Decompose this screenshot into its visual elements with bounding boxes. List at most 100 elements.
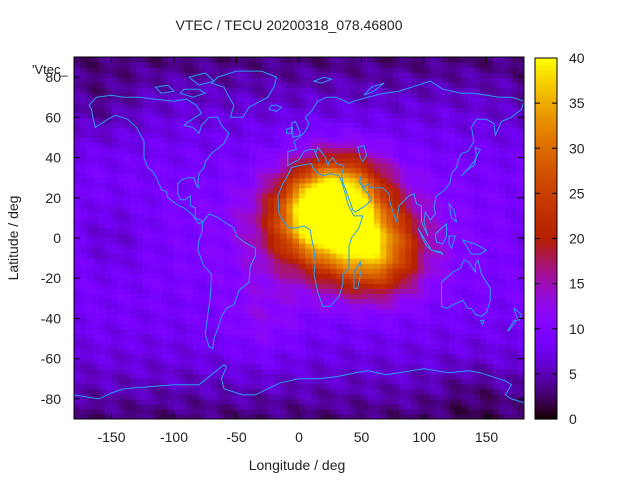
heatmap-cell bbox=[111, 82, 119, 88]
heatmap-cell bbox=[111, 62, 119, 68]
heatmap-cell bbox=[99, 62, 106, 68]
heatmap-cell bbox=[255, 293, 263, 299]
heatmap-cell bbox=[211, 398, 219, 405]
heatmap-cell bbox=[499, 87, 506, 93]
heatmap-cell bbox=[324, 398, 331, 405]
heatmap-cell bbox=[299, 408, 306, 415]
heatmap-cell bbox=[105, 82, 113, 88]
heatmap-cell bbox=[192, 207, 200, 214]
heatmap-cell bbox=[355, 353, 363, 360]
heatmap-cell bbox=[111, 413, 119, 419]
heatmap-cell bbox=[342, 102, 350, 108]
heatmap-cell bbox=[92, 303, 100, 309]
heatmap-cell bbox=[361, 298, 369, 304]
heatmap-cell bbox=[211, 403, 219, 410]
heatmap-cell bbox=[449, 318, 456, 325]
heatmap-cell bbox=[355, 132, 363, 139]
heatmap-cell bbox=[80, 157, 88, 164]
heatmap-cell bbox=[499, 197, 506, 204]
heatmap-cell bbox=[480, 127, 488, 134]
heatmap-cell bbox=[455, 197, 463, 204]
heatmap-cell bbox=[236, 87, 244, 93]
heatmap-cell bbox=[236, 77, 244, 83]
heatmap-cell bbox=[136, 77, 144, 83]
heatmap-cell bbox=[311, 227, 319, 234]
heatmap-cell bbox=[255, 152, 263, 159]
heatmap-cell bbox=[267, 368, 275, 375]
heatmap-cell bbox=[130, 333, 138, 340]
heatmap-cell bbox=[405, 393, 413, 400]
heatmap-cell bbox=[92, 192, 100, 199]
heatmap-cell bbox=[180, 373, 188, 380]
heatmap-cell bbox=[130, 268, 138, 274]
heatmap-cell bbox=[342, 57, 350, 63]
heatmap-cell bbox=[192, 112, 200, 118]
heatmap-cell bbox=[105, 177, 113, 184]
heatmap-cell bbox=[474, 92, 481, 98]
heatmap-cell bbox=[455, 87, 463, 93]
heatmap-cell bbox=[211, 122, 219, 128]
heatmap-cell bbox=[161, 258, 169, 264]
heatmap-cell bbox=[174, 343, 181, 350]
heatmap-cell bbox=[167, 253, 175, 259]
heatmap-cell bbox=[367, 388, 375, 395]
heatmap-cell bbox=[211, 343, 219, 350]
heatmap-cell bbox=[142, 373, 150, 380]
heatmap-cell bbox=[111, 243, 119, 249]
heatmap-cell bbox=[299, 77, 306, 83]
heatmap-cell bbox=[267, 408, 275, 415]
heatmap-cell bbox=[280, 72, 288, 78]
heatmap-cell bbox=[286, 338, 294, 345]
heatmap-cell bbox=[349, 318, 356, 325]
heatmap-cell bbox=[436, 398, 444, 405]
heatmap-cell bbox=[117, 157, 125, 164]
heatmap-cell bbox=[280, 328, 288, 335]
heatmap-cell bbox=[142, 82, 150, 88]
heatmap-cell bbox=[424, 313, 431, 320]
heatmap-cell bbox=[461, 162, 469, 169]
heatmap-cell bbox=[455, 117, 463, 123]
heatmap-cell bbox=[117, 62, 125, 68]
heatmap-cell bbox=[236, 243, 244, 249]
heatmap-cell bbox=[230, 383, 238, 390]
heatmap-cell bbox=[211, 87, 219, 93]
heatmap-cell bbox=[242, 323, 250, 330]
heatmap-cell bbox=[224, 313, 231, 320]
heatmap-cell bbox=[392, 248, 400, 254]
heatmap-cell bbox=[192, 358, 200, 365]
heatmap-cell bbox=[167, 403, 175, 410]
heatmap-cell bbox=[349, 142, 356, 149]
heatmap-cell bbox=[467, 388, 475, 395]
heatmap-cell bbox=[292, 328, 300, 335]
heatmap-cell bbox=[311, 177, 319, 184]
heatmap-cell bbox=[442, 172, 450, 179]
heatmap-cell bbox=[155, 112, 163, 118]
heatmap-cell bbox=[111, 238, 119, 244]
heatmap-cell bbox=[442, 378, 450, 385]
heatmap-cell bbox=[111, 253, 119, 259]
heatmap-cell bbox=[405, 298, 413, 304]
heatmap-cell bbox=[161, 273, 169, 279]
heatmap-cell bbox=[430, 383, 438, 390]
heatmap-cell bbox=[480, 313, 488, 320]
heatmap-cell bbox=[399, 343, 406, 350]
heatmap-cell bbox=[80, 258, 88, 264]
heatmap-cell bbox=[349, 72, 356, 78]
heatmap-cell bbox=[411, 137, 419, 144]
heatmap-cell bbox=[92, 162, 100, 169]
heatmap-cell bbox=[86, 278, 94, 284]
heatmap-cell bbox=[480, 343, 488, 350]
heatmap-cell bbox=[286, 303, 294, 309]
heatmap-cell bbox=[492, 318, 500, 325]
heatmap-cell bbox=[149, 308, 156, 315]
heatmap-cell bbox=[430, 162, 438, 169]
heatmap-cell bbox=[461, 87, 469, 93]
heatmap-cell bbox=[180, 202, 188, 209]
heatmap-cell bbox=[180, 57, 188, 63]
heatmap-cell bbox=[286, 248, 294, 254]
heatmap-cell bbox=[136, 87, 144, 93]
heatmap-cell bbox=[492, 283, 500, 289]
heatmap-cell bbox=[130, 308, 138, 315]
heatmap-cell bbox=[442, 217, 450, 224]
heatmap-cell bbox=[274, 162, 281, 169]
